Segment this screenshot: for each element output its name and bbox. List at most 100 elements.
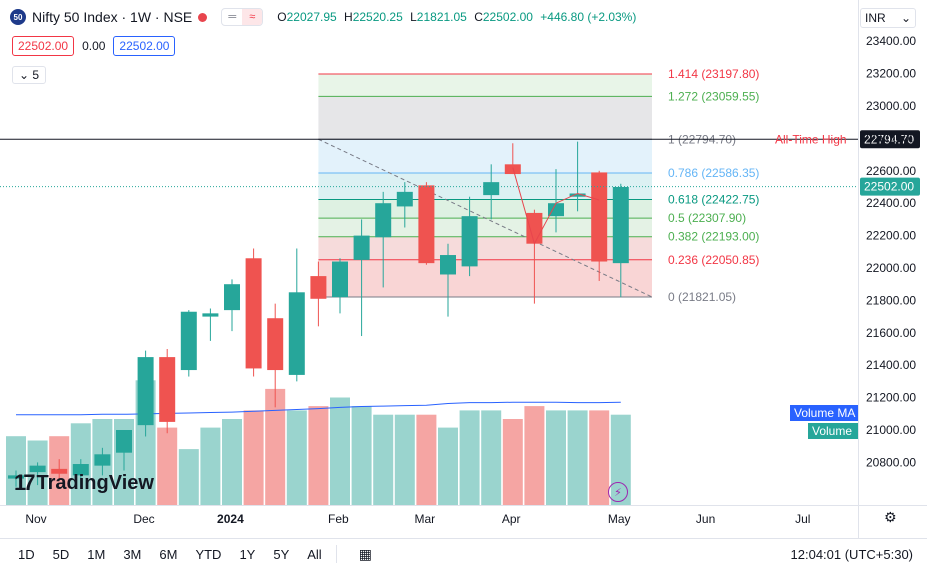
price-tick-label: 21600.00 — [866, 326, 916, 340]
candle-body — [591, 172, 608, 262]
volume-tag-text: Volume — [812, 424, 852, 438]
trade-box: 22502.00 0.00 22502.00 — [12, 36, 176, 56]
price-tick-label: 21200.00 — [866, 391, 916, 405]
candle-body — [353, 235, 370, 260]
volume-bar — [502, 419, 523, 505]
candle-body — [224, 284, 240, 311]
fib-zone-0.236 — [318, 236, 652, 260]
sell-button[interactable]: 22502.00 — [12, 36, 75, 56]
bottom-toolbar: 1D 5D 1M 3M 6M YTD 1Y 5Y All ▦ 12:04:01 … — [0, 538, 927, 569]
candle-body — [29, 465, 46, 473]
ath-price-tag-text: 22794.70 — [864, 132, 914, 146]
volume-bar — [567, 410, 588, 505]
time-tick-label: Dec — [133, 512, 154, 526]
wave-icon[interactable]: ≈ — [242, 9, 263, 25]
price-tick-label: 22000.00 — [866, 261, 916, 275]
gear-icon[interactable]: ⚙ — [884, 509, 897, 525]
fib-label-0: 0 (21821.05) — [668, 290, 736, 304]
fib-label-0.786: 0.786 (22586.35) — [668, 166, 759, 180]
chevron-down-icon: ⌄ — [900, 11, 911, 25]
market-status-icon[interactable] — [198, 12, 208, 22]
time-tick-label: 2024 — [217, 512, 244, 526]
time-tick-label: May — [608, 512, 631, 526]
last-price-tag-text: 22502.00 — [864, 180, 914, 194]
bolt-icon[interactable]: ⚡ — [608, 482, 628, 502]
fib-label-1.414: 1.414 (23197.80) — [668, 67, 759, 81]
candle-body — [116, 430, 132, 453]
symbol-title[interactable]: Nifty 50 Index · 1W · NSE — [32, 9, 193, 25]
time-tick-label: Jul — [795, 512, 810, 526]
volume-bar — [416, 414, 437, 505]
volume-bar — [438, 427, 458, 505]
range-5d[interactable]: 5D — [52, 546, 70, 562]
candle-body — [569, 193, 586, 197]
candle-body — [548, 203, 564, 217]
range-5y[interactable]: 5Y — [273, 546, 290, 562]
close-line — [512, 167, 600, 246]
view-toggle: ═ ≈ — [221, 8, 264, 26]
indicators-toggle[interactable]: ⌄ 5 — [12, 66, 47, 84]
volume-bar — [351, 406, 372, 505]
candle-body — [267, 318, 284, 371]
candle-body — [94, 454, 111, 466]
lines-icon[interactable]: ═ — [228, 11, 237, 23]
candle-body — [375, 203, 392, 238]
price-tick-label: 21400.00 — [866, 358, 916, 372]
volume-bar — [222, 419, 242, 505]
symbol-header: 50 Nifty 50 Index · 1W · NSE ═ ≈ O22027.… — [10, 8, 640, 26]
fib-zone-1.272 — [318, 73, 652, 97]
volume-bar — [308, 406, 329, 505]
volume-bar — [546, 410, 566, 505]
price-tick-label: 20800.00 — [866, 455, 916, 469]
currency-select[interactable]: INR ⌄ — [860, 8, 916, 28]
volume-bar — [589, 410, 610, 505]
fib-label-1.272: 1.272 (23059.55) — [668, 89, 759, 103]
candle-body — [202, 313, 219, 317]
candle-body — [245, 258, 262, 369]
currency-label: INR — [865, 11, 886, 25]
candle-body — [612, 187, 629, 264]
volume-tag — [790, 405, 858, 421]
range-all[interactable]: All — [307, 546, 322, 562]
fib-zone-1 — [318, 96, 652, 140]
fib-label-0.382: 0.382 (22193.00) — [668, 230, 759, 244]
candle-body — [180, 311, 197, 371]
candle-body — [288, 292, 305, 375]
time-tick-label: Feb — [328, 512, 349, 526]
last-price-tag — [860, 177, 920, 196]
spread-value: 0.00 — [82, 39, 106, 53]
price-tick-label: 22200.00 — [866, 229, 916, 243]
range-6m[interactable]: 6M — [159, 546, 178, 562]
chevron-down-icon: ⌄ — [19, 68, 30, 82]
volume-bar — [178, 449, 199, 505]
symbol-badge[interactable]: 50 — [10, 9, 26, 25]
range-1m[interactable]: 1M — [87, 546, 106, 562]
volume-bar — [481, 410, 502, 505]
candle-body — [418, 185, 435, 264]
time-tick-label: Nov — [25, 512, 46, 526]
buy-button[interactable]: 22502.00 — [113, 36, 176, 56]
clock[interactable]: 12:04:01 (UTC+5:30) — [790, 546, 913, 562]
candle-body — [310, 276, 327, 299]
range-3m[interactable]: 3M — [123, 546, 142, 562]
range-ytd[interactable]: YTD — [195, 546, 222, 562]
volume-bar — [265, 388, 286, 505]
range-1y[interactable]: 1Y — [239, 546, 256, 562]
candle-body — [461, 216, 478, 267]
volume-ma-line — [16, 401, 621, 416]
volume-bar — [394, 414, 415, 505]
calendar-icon[interactable]: ▦ — [358, 545, 372, 562]
tradingview-logo-icon: 17 — [14, 470, 36, 495]
candle-body — [332, 261, 348, 298]
high-value: 22520.25 — [352, 10, 403, 24]
watermark-text: TradingView — [36, 471, 154, 494]
fib-trend-line — [318, 138, 653, 298]
range-1d[interactable]: 1D — [18, 546, 35, 562]
volume-tag — [808, 423, 858, 439]
ath-label: All-Time High — [775, 132, 847, 146]
volume-bar — [286, 410, 307, 505]
candle-body — [51, 468, 68, 474]
volume-bar — [459, 410, 480, 505]
price-tick-label: 23000.00 — [866, 99, 916, 113]
